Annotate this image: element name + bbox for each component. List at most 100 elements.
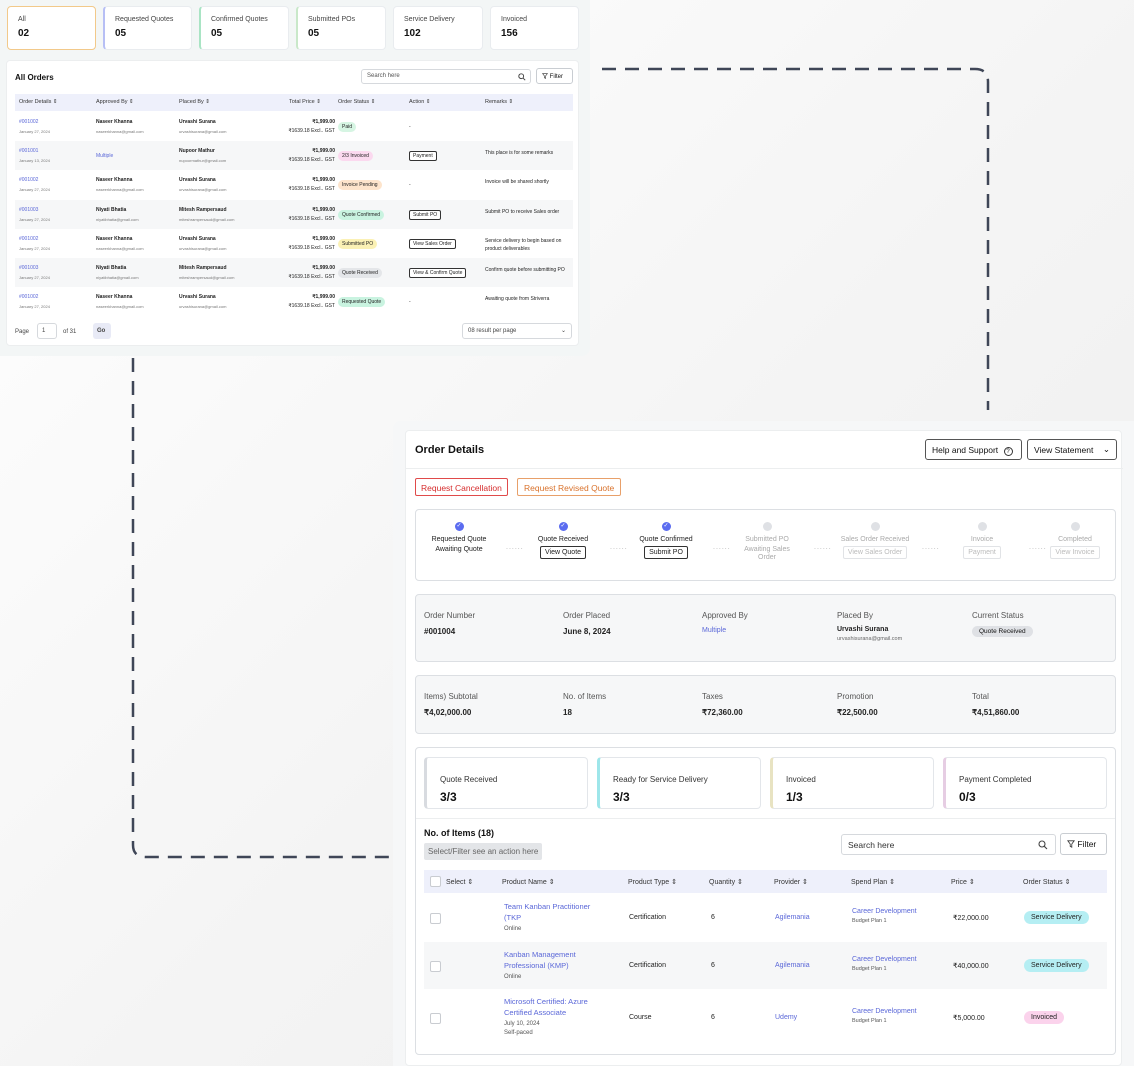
col-price[interactable]: Price ⇕ <box>951 879 975 886</box>
orders-search-input[interactable]: Search here <box>361 69 531 84</box>
col-provider[interactable]: Provider ⇕ <box>774 879 808 886</box>
table-row[interactable]: #001002 January 27, 2024 Naseer Khanna nase… <box>15 112 573 141</box>
col-placed-by[interactable]: Placed By ⇕ <box>179 99 210 105</box>
product-name-link[interactable]: Team Kanban Practitioner (TKP <box>504 902 591 922</box>
order-id-link[interactable]: #001002 <box>19 119 39 125</box>
order-cell: #001001 January 13, 2024 <box>19 148 50 163</box>
col-product-type[interactable]: Product Type ⇕ <box>628 879 677 886</box>
order-date: January 13, 2024 <box>19 158 50 164</box>
col-select[interactable]: Select ⇕ <box>446 879 474 886</box>
total-field: Total ₹4,51,860.00 <box>972 692 1019 717</box>
col-spend-plan[interactable]: Spend Plan ⇕ <box>851 879 896 886</box>
orders-panel: All 02 Requested Quotes 05 Confirmed Quo… <box>0 0 590 356</box>
step-action-button[interactable]: View Sales Order <box>842 546 908 559</box>
row-checkbox[interactable] <box>430 913 441 924</box>
items-search-input[interactable]: Search here <box>841 834 1056 855</box>
view-statement-button[interactable]: View Statement ⌄ <box>1027 439 1117 460</box>
order-status-badge: Invoiced <box>1024 1011 1065 1024</box>
stat-value: 05 <box>115 28 127 39</box>
col-action[interactable]: Action ⇕ <box>409 99 431 105</box>
metric-label: Invoiced <box>786 775 816 784</box>
per-page-select[interactable]: 08 result per page ⌄ <box>462 323 572 339</box>
approved-by-link[interactable]: Multiple <box>702 627 727 634</box>
provider-link[interactable]: Agilemania <box>775 914 810 921</box>
budget-plan: Budget Plan 1 <box>852 1018 887 1024</box>
placer-name: Nupoor Mathur <box>179 148 215 155</box>
metric-label: Payment Completed <box>959 775 1032 784</box>
step-action-button[interactable]: View Invoice <box>1050 546 1100 559</box>
order-id-link[interactable]: #001001 <box>19 148 39 155</box>
row-action-button[interactable]: View Sales Order <box>409 238 456 249</box>
table-row[interactable]: Team Kanban Practitioner (TKP Online Certi… <box>424 894 1107 942</box>
select-all-checkbox[interactable] <box>430 876 441 887</box>
order-date: January 27, 2024 <box>19 129 50 134</box>
row-action-button[interactable]: Payment <box>409 151 437 162</box>
order-date: January 27, 2024 <box>19 245 50 251</box>
table-row[interactable]: Microsoft Certified: Azure Certified Ass… <box>424 989 1107 1047</box>
row-action-button[interactable]: View & Confirm Quote <box>409 268 467 278</box>
spend-plan-link[interactable]: Career Development <box>852 955 917 963</box>
product-name-link[interactable]: Kanban Management Professional (KMP) <box>504 950 576 970</box>
order-id-link[interactable]: #001003 <box>19 265 39 271</box>
page-number-input[interactable]: 1 <box>37 323 57 339</box>
col-order-status[interactable]: Order Status ⇕ <box>1023 879 1071 886</box>
taxes-label: Taxes <box>702 692 723 701</box>
table-row[interactable]: #001002 January 27, 2024 Naseer Khanna nase… <box>15 287 573 316</box>
order-id-link[interactable]: #001002 <box>19 294 39 301</box>
step-action-button[interactable]: Submit PO <box>644 546 688 559</box>
col-approved-by[interactable]: Approved By ⇕ <box>96 99 134 105</box>
stat-card-submitted-pos[interactable]: Submitted POs 05 <box>296 6 386 50</box>
row-checkbox[interactable] <box>430 1013 441 1024</box>
current-status-label: Current Status <box>972 611 1024 620</box>
col-order-details[interactable]: Order Details ⇕ <box>19 99 58 105</box>
order-id-link[interactable]: #001003 <box>19 206 39 213</box>
total-price: ₹1,999.00 <box>312 148 335 155</box>
step-quote-confirmed: ✓ Quote Confirmed Submit PO <box>616 522 716 559</box>
col-remarks[interactable]: Remarks ⇕ <box>485 99 514 105</box>
product-name-link[interactable]: Microsoft Certified: Azure Certified Ass… <box>504 997 588 1017</box>
col-quantity[interactable]: Quantity ⇕ <box>709 879 743 886</box>
request-revised-quote-button[interactable]: Request Revised Quote <box>517 478 622 496</box>
approver-email: niyatibhatia@gmail.com <box>96 216 139 222</box>
table-row[interactable]: #001002 January 27, 2024 Naseer Khanna nase… <box>15 229 573 258</box>
total-price: ₹1,999.00 <box>312 294 335 301</box>
stat-card-requested-quotes[interactable]: Requested Quotes 05 <box>103 6 192 50</box>
provider-link[interactable]: Udemy <box>775 1014 798 1021</box>
order-id-link[interactable]: #001002 <box>19 235 39 242</box>
table-row[interactable]: #001001 January 13, 2024 Multiple Nupoor Ma… <box>15 141 573 171</box>
order-id-link[interactable]: #001002 <box>19 177 39 184</box>
stat-value: 102 <box>404 28 421 39</box>
approver-multiple-link[interactable]: Multiple <box>96 153 114 160</box>
table-row[interactable]: #001003 January 27, 2024 Niyati Bhatia niya… <box>15 258 573 287</box>
help-support-button[interactable]: Help and Support ? <box>925 439 1022 460</box>
step-completed: Completed View Invoice <box>1025 522 1125 559</box>
step-action-button[interactable]: View Quote <box>539 546 587 559</box>
total-price: ₹1,999.00 <box>312 119 335 125</box>
price-cell: ₹1,999.00 ₹1639.18 Excl.. GST <box>288 265 335 280</box>
product-type: Certification <box>629 961 666 969</box>
step-action-button[interactable]: Payment <box>963 546 1001 559</box>
row-action-button[interactable]: Submit PO <box>409 209 442 220</box>
stat-card-confirmed-quotes[interactable]: Confirmed Quotes 05 <box>199 6 289 50</box>
orders-filter-button[interactable]: Filter <box>536 68 573 84</box>
stat-card-service-delivery[interactable]: Service Delivery 102 <box>393 6 483 50</box>
col-total-price[interactable]: Total Price ⇕ <box>289 99 321 105</box>
stat-card-invoiced[interactable]: Invoiced 156 <box>490 6 579 50</box>
provider-link[interactable]: Agilemania <box>775 961 810 969</box>
row-checkbox[interactable] <box>430 960 441 972</box>
table-row[interactable]: Kanban Management Professional (KMP) Onli… <box>424 942 1107 989</box>
col-order-status[interactable]: Order Status ⇕ <box>338 99 376 105</box>
go-button[interactable]: Go <box>93 323 111 339</box>
placed-by-cell: Urvashi Surana urvashisurana@gmail.com <box>179 294 226 309</box>
table-row[interactable]: #001002 January 27, 2024 Naseer Khanna nase… <box>15 170 573 199</box>
spend-plan-link[interactable]: Career Development <box>852 908 917 915</box>
stat-card-all[interactable]: All 02 <box>7 6 96 50</box>
table-row[interactable]: #001003 January 27, 2024 Niyati Bhatia niya… <box>15 199 573 229</box>
product-meta: July 10, 2024 <box>504 1021 540 1027</box>
request-cancellation-button[interactable]: Request Cancellation <box>415 478 508 496</box>
spend-plan-link[interactable]: Career Development <box>852 1008 917 1015</box>
approved-by-cell: Naseer Khanna naseerkhanna@gmail.com <box>96 119 144 134</box>
col-product-name[interactable]: Product Name ⇕ <box>502 879 555 886</box>
placer-name: Urvashi Surana <box>179 119 216 125</box>
items-filter-button[interactable]: Filter <box>1060 833 1107 855</box>
